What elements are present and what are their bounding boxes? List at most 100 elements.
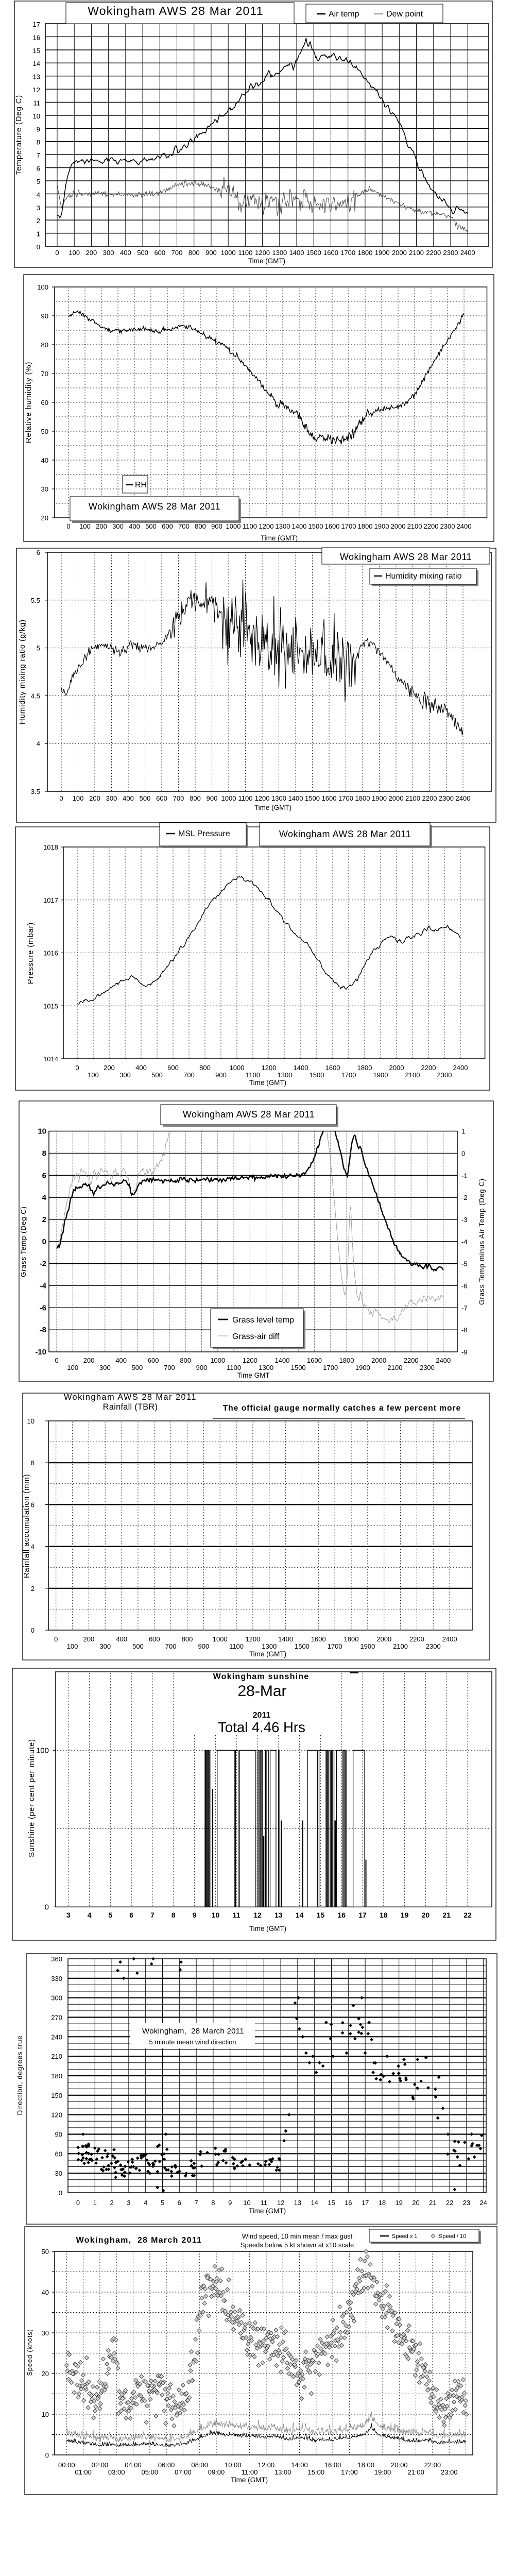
- svg-text:700: 700: [164, 1364, 175, 1371]
- svg-text:Wokingham AWS 28 Mar 2011: Wokingham AWS 28 Mar 2011: [279, 829, 411, 839]
- svg-text:7: 7: [37, 151, 40, 159]
- svg-text:07:00: 07:00: [175, 2468, 192, 2476]
- svg-text:100: 100: [88, 1071, 99, 1079]
- svg-text:1700: 1700: [323, 1364, 338, 1371]
- svg-text:4.5: 4.5: [31, 692, 40, 700]
- svg-text:200: 200: [89, 794, 100, 802]
- svg-text:1100: 1100: [229, 1642, 244, 1650]
- svg-text:Wokingham AWS 28 Mar 2011: Wokingham AWS 28 Mar 2011: [64, 1393, 197, 1402]
- svg-text:2000: 2000: [389, 794, 404, 802]
- svg-text:1900: 1900: [374, 522, 389, 530]
- svg-text:70: 70: [41, 370, 48, 378]
- svg-text:23:00: 23:00: [441, 2468, 458, 2476]
- svg-text:200: 200: [83, 1635, 95, 1643]
- svg-text:1: 1: [461, 1128, 465, 1136]
- svg-text:30: 30: [41, 485, 48, 493]
- svg-text:1200: 1200: [245, 1635, 260, 1643]
- svg-text:11:00: 11:00: [242, 2468, 258, 2476]
- svg-text:800: 800: [190, 794, 201, 802]
- svg-text:Wind speed, 10 min mean / max: Wind speed, 10 min mean / max gust: [242, 2232, 353, 2240]
- svg-text:1600: 1600: [311, 1635, 326, 1643]
- svg-text:2200: 2200: [422, 794, 437, 802]
- svg-text:4: 4: [31, 1543, 35, 1551]
- svg-text:300: 300: [106, 794, 117, 802]
- svg-text:100: 100: [68, 249, 80, 257]
- svg-text:1800: 1800: [344, 1635, 359, 1643]
- svg-text:13: 13: [33, 73, 40, 81]
- svg-text:40: 40: [41, 456, 48, 464]
- svg-text:800: 800: [199, 1064, 211, 1072]
- svg-text:600: 600: [156, 794, 167, 802]
- svg-text:1300: 1300: [262, 1642, 277, 1650]
- svg-text:2400: 2400: [456, 794, 471, 802]
- svg-text:Grass level temp: Grass level temp: [232, 1316, 294, 1325]
- svg-text:6: 6: [129, 1911, 133, 1919]
- svg-text:800: 800: [182, 1635, 193, 1643]
- svg-text:10: 10: [243, 2199, 250, 2207]
- svg-text:20: 20: [412, 2199, 419, 2207]
- svg-text:-7: -7: [461, 1304, 468, 1312]
- svg-text:2400: 2400: [460, 249, 475, 257]
- svg-text:8: 8: [211, 2199, 215, 2207]
- svg-text:Rainfall (TBR): Rainfall (TBR): [103, 1402, 158, 1412]
- svg-text:2200: 2200: [426, 249, 441, 257]
- svg-text:Grass-air diff: Grass-air diff: [232, 1332, 280, 1341]
- svg-text:90: 90: [41, 312, 48, 320]
- svg-text:0: 0: [54, 1635, 58, 1643]
- svg-text:Wokingham, 28 March 2011: Wokingham, 28 March 2011: [142, 2027, 244, 2036]
- svg-text:2: 2: [42, 1215, 46, 1224]
- svg-text:22: 22: [464, 1911, 472, 1919]
- svg-text:14: 14: [296, 1911, 304, 1919]
- svg-text:The official gauge normally ca: The official gauge normally catches a fe…: [223, 1404, 461, 1413]
- svg-text:300: 300: [103, 249, 114, 257]
- svg-text:14: 14: [311, 2199, 318, 2207]
- svg-text:18: 18: [380, 1911, 388, 1919]
- svg-text:2200: 2200: [409, 1635, 424, 1643]
- svg-text:1400: 1400: [289, 249, 304, 257]
- svg-text:900: 900: [198, 1642, 209, 1650]
- svg-text:0: 0: [45, 2451, 49, 2459]
- svg-text:1600: 1600: [322, 794, 337, 802]
- svg-text:200: 200: [96, 522, 107, 530]
- svg-text:Humidity mixing ratio: Humidity mixing ratio: [385, 572, 462, 581]
- svg-text:1800: 1800: [339, 1357, 354, 1364]
- svg-text:800: 800: [180, 1357, 191, 1364]
- svg-text:1000: 1000: [221, 794, 236, 802]
- svg-text:2000: 2000: [389, 1064, 404, 1072]
- svg-text:1400: 1400: [292, 522, 307, 530]
- svg-text:20: 20: [41, 514, 48, 522]
- svg-text:2400: 2400: [442, 1635, 457, 1643]
- svg-text:2: 2: [110, 2199, 113, 2207]
- svg-text:3.5: 3.5: [31, 788, 40, 795]
- svg-text:-8: -8: [40, 1326, 46, 1334]
- svg-text:2300: 2300: [439, 794, 454, 802]
- svg-text:500: 500: [132, 1642, 144, 1650]
- svg-text:60: 60: [41, 399, 48, 406]
- svg-text:10: 10: [42, 2411, 49, 2418]
- svg-text:180: 180: [51, 2072, 62, 2080]
- svg-text:12: 12: [33, 86, 40, 94]
- svg-text:1400: 1400: [294, 1064, 308, 1072]
- svg-text:1700: 1700: [338, 794, 353, 802]
- svg-text:21:00: 21:00: [407, 2468, 424, 2476]
- svg-text:MSL Pressure: MSL Pressure: [178, 829, 230, 838]
- svg-text:02:00: 02:00: [92, 2461, 109, 2469]
- svg-text:2000: 2000: [392, 249, 407, 257]
- svg-text:1600: 1600: [323, 249, 338, 257]
- svg-text:14: 14: [33, 60, 40, 67]
- svg-text:RH: RH: [135, 481, 147, 489]
- svg-text:Speeds below 5 kt shown at x10: Speeds below 5 kt shown at x10 scale: [241, 2241, 354, 2249]
- svg-text:7: 7: [150, 1911, 154, 1919]
- svg-text:-5: -5: [461, 1260, 468, 1268]
- svg-text:16: 16: [345, 2199, 352, 2207]
- svg-text:2200: 2200: [421, 1064, 436, 1072]
- svg-text:1000: 1000: [221, 249, 236, 257]
- svg-text:1900: 1900: [372, 794, 387, 802]
- svg-text:-4: -4: [40, 1281, 47, 1290]
- svg-text:2: 2: [37, 217, 40, 225]
- svg-text:2400: 2400: [453, 1064, 468, 1072]
- svg-text:0: 0: [76, 2199, 80, 2207]
- svg-text:Wokingham AWS 28 Mar 2011: Wokingham AWS 28 Mar 2011: [89, 501, 220, 512]
- svg-text:Sunshine (per cent per minute): Sunshine (per cent per minute): [27, 1739, 36, 1857]
- svg-text:11: 11: [233, 1911, 241, 1919]
